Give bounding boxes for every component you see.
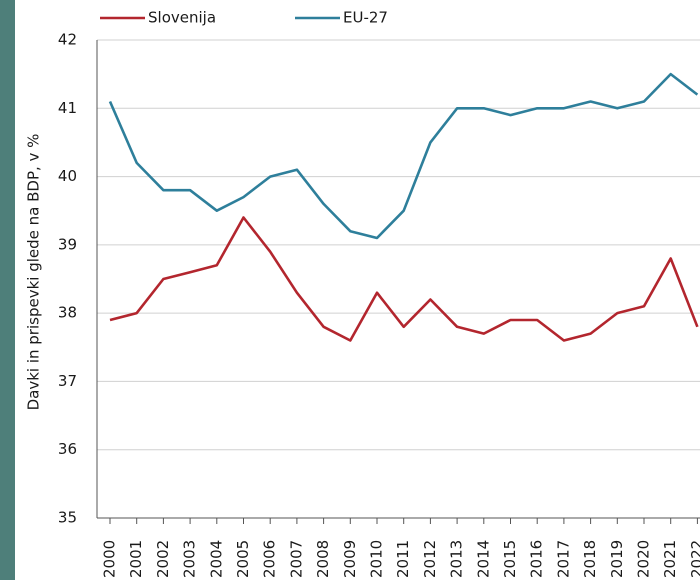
x-tick-label: 2002 — [154, 540, 172, 578]
x-tick-label: 2008 — [314, 540, 332, 578]
x-tick-label: 2021 — [661, 540, 679, 578]
legend-label: Slovenija — [148, 9, 216, 27]
x-tick-label: 2017 — [554, 540, 572, 578]
x-tick-label: 2010 — [368, 540, 386, 578]
x-tick-label: 2015 — [501, 540, 519, 578]
y-tick-label: 37 — [58, 372, 77, 390]
x-tick-label: 2016 — [528, 540, 546, 578]
series-line — [109, 216, 699, 342]
side-strip — [0, 0, 15, 580]
x-tick-label: 2004 — [207, 540, 225, 578]
y-tick-label: 39 — [58, 235, 77, 253]
x-tick-label: 2019 — [608, 540, 626, 578]
x-tick-label: 2007 — [287, 540, 305, 578]
y-tick-label: 35 — [58, 509, 77, 527]
x-tick-label: 2013 — [448, 540, 466, 578]
x-tick-label: 2009 — [341, 540, 359, 578]
y-tick-label: 41 — [58, 99, 77, 117]
y-tick-label: 40 — [58, 167, 77, 185]
x-tick-label: 2020 — [635, 540, 653, 578]
y-tick-label: 38 — [58, 304, 77, 322]
series-line — [108, 72, 699, 240]
x-tick-label: 2001 — [127, 540, 145, 578]
y-tick-label: 42 — [58, 31, 77, 49]
y-tick-label: 36 — [58, 440, 77, 458]
x-tick-label: 2012 — [421, 540, 439, 578]
x-tick-label: 2011 — [394, 540, 412, 578]
x-tick-label: 2014 — [474, 540, 492, 578]
x-tick-label: 2003 — [181, 540, 199, 578]
x-tick-label: 2022 — [688, 540, 700, 578]
x-tick-label: 2005 — [234, 540, 252, 578]
x-tick-label: 2000 — [101, 540, 119, 578]
legend-label: EU-27 — [343, 9, 388, 27]
x-tick-label: 2018 — [581, 540, 599, 578]
y-axis-label: Davki in prispevki glede na BDP, v % — [25, 134, 43, 411]
x-tick-label: 2006 — [261, 540, 279, 578]
